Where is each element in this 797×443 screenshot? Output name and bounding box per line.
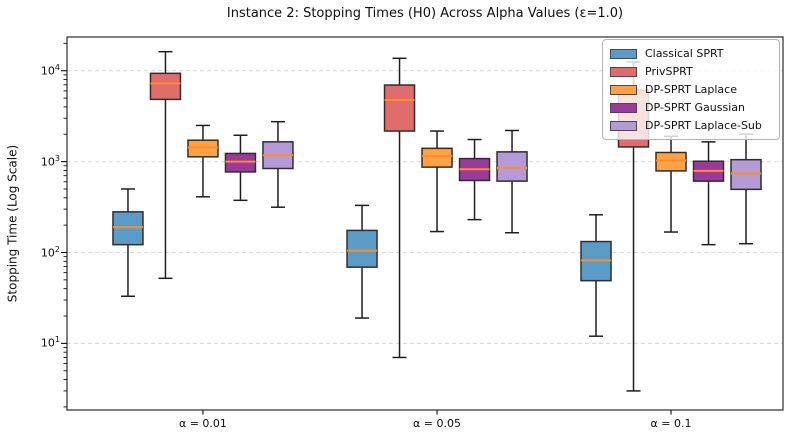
- legend-swatch: [610, 102, 637, 113]
- box-classical-sprt-group2: [346, 204, 378, 319]
- box-rect: [383, 84, 416, 132]
- y-tick-label: 101: [40, 335, 60, 351]
- box-dp-sprt-laplace-group2: [421, 130, 453, 233]
- legend-item-dp-sprt-gaussian: DP-SPRT Gaussian: [610, 100, 771, 115]
- box-rect: [149, 72, 182, 101]
- x-tick-label: α = 0.1: [650, 417, 692, 430]
- y-tick-label: 104: [40, 62, 60, 78]
- box-rect: [496, 151, 528, 182]
- box-rect: [112, 211, 144, 246]
- box-dp-sprt-gaussian-group1: [224, 134, 257, 202]
- legend-label: DP-SPRT Laplace: [645, 83, 737, 96]
- box-dp-sprt-laplace-sub-group2: [496, 129, 528, 234]
- box-rect: [187, 139, 219, 158]
- legend-item-dp-sprt-laplace-sub: DP-SPRT Laplace-Sub: [610, 118, 771, 133]
- box-dp-sprt-laplace-sub-group1: [262, 120, 294, 208]
- box-classical-sprt-group3: [580, 214, 612, 337]
- box-rect: [730, 158, 762, 191]
- box-rect: [346, 229, 378, 268]
- y-tick-label: 102: [40, 244, 60, 260]
- box-dp-sprt-laplace-group3: [655, 135, 687, 233]
- box-rect: [655, 151, 687, 172]
- box-dp-sprt-gaussian-group2: [458, 138, 491, 221]
- chart-title: Instance 2: Stopping Times (H0) Across A…: [226, 6, 624, 21]
- y-tick-label: 103: [40, 153, 60, 169]
- x-tick-label: α = 0.05: [413, 417, 461, 430]
- legend-swatch: [610, 48, 637, 59]
- plot-border: [66, 36, 784, 411]
- box-privsprt-group2: [383, 57, 416, 359]
- legend-label: DP-SPRT Gaussian: [645, 101, 745, 114]
- legend-item-dp-sprt-laplace: DP-SPRT Laplace: [610, 82, 771, 97]
- legend: Classical SPRT PrivSPRT DP-SPRT Laplace DP-…: [602, 39, 780, 140]
- legend-label: DP-SPRT Laplace-Sub: [645, 119, 762, 132]
- box-dp-sprt-gaussian-group3: [692, 141, 725, 246]
- x-tick-label: α = 0.01: [178, 417, 227, 430]
- legend-label: Classical SPRT: [645, 47, 724, 60]
- box-privsprt-group1: [149, 50, 182, 280]
- box-rect: [224, 152, 257, 173]
- legend-label: PrivSPRT: [645, 65, 693, 78]
- box-dp-sprt-laplace-group1: [187, 124, 219, 198]
- legend-item-classical-sprt: Classical SPRT: [610, 46, 771, 61]
- box-classical-sprt-group1: [112, 188, 144, 298]
- legend-swatch: [610, 84, 637, 95]
- legend-swatch: [610, 120, 637, 131]
- legend-swatch: [610, 66, 637, 77]
- legend-item-privsprt: PrivSPRT: [610, 64, 771, 79]
- box-rect: [421, 147, 453, 168]
- box-dp-sprt-laplace-sub-group3: [730, 133, 762, 245]
